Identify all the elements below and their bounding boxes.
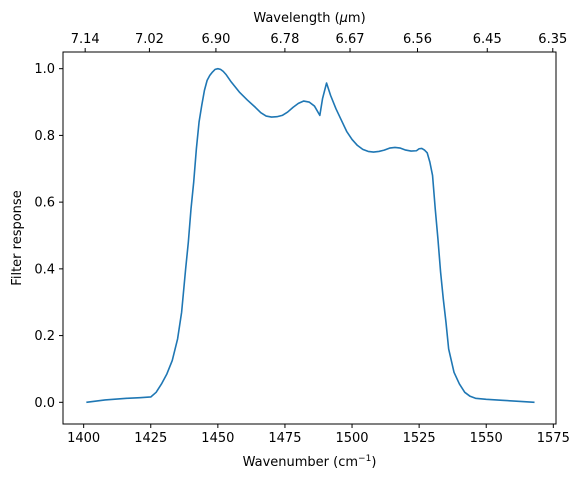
- top-axis-title-suffix: m): [348, 11, 366, 26]
- top-axis-title-main: Wavelength (: [253, 11, 339, 26]
- top-tick-label: 6.56: [403, 32, 432, 47]
- y-tick-label: 0.0: [34, 396, 55, 411]
- top-tick-label: 6.45: [473, 32, 502, 47]
- x-tick-label: 1550: [470, 431, 503, 446]
- y-tick-label: 0.6: [34, 196, 55, 211]
- x-tick-label: 1400: [67, 431, 100, 446]
- x-tick-label: 1500: [335, 431, 368, 446]
- x-axis-bottom: 1400 1425 1450 1475 1500 1525 1550 1575: [67, 424, 570, 446]
- x-tick-label: 1575: [537, 431, 570, 446]
- x-axis-title-suffix: ): [371, 455, 376, 470]
- top-tick-label: 7.02: [135, 32, 164, 47]
- x-tick-label: 1475: [268, 431, 301, 446]
- top-tick-label: 6.78: [270, 32, 299, 47]
- y-axis: 0.0 0.2 0.4 0.6 0.8 1.0: [34, 62, 63, 411]
- top-tick-label: 6.90: [201, 32, 230, 47]
- x-tick-label: 1425: [134, 431, 167, 446]
- y-axis-title: Filter response: [10, 190, 25, 285]
- top-axis-title-mu: μ: [339, 11, 348, 26]
- x-axis-title-superscript: −1: [358, 454, 371, 464]
- plot-area: [86, 67, 535, 404]
- axes-frame: [62, 51, 557, 425]
- y-tick-label: 1.0: [34, 62, 55, 77]
- x-axis-top: 7.14 7.02 6.90 6.78 6.67 6.56 6.45 6.35: [71, 32, 567, 52]
- x-axis-title: Wavenumber (cm−1): [243, 454, 377, 470]
- x-tick-label: 1525: [403, 431, 436, 446]
- y-tick-label: 0.2: [34, 329, 55, 344]
- top-tick-label: 6.67: [336, 32, 365, 47]
- y-tick-label: 0.4: [34, 262, 55, 277]
- top-tick-label: 7.14: [71, 32, 100, 47]
- top-tick-label: 6.35: [538, 32, 567, 47]
- x-axis-title-main: Wavenumber (cm: [243, 455, 358, 470]
- x-tick-label: 1450: [201, 431, 234, 446]
- top-axis-title: Wavelength (μm): [253, 11, 365, 26]
- series-line-0: [86, 67, 535, 404]
- y-tick-label: 0.8: [34, 129, 55, 144]
